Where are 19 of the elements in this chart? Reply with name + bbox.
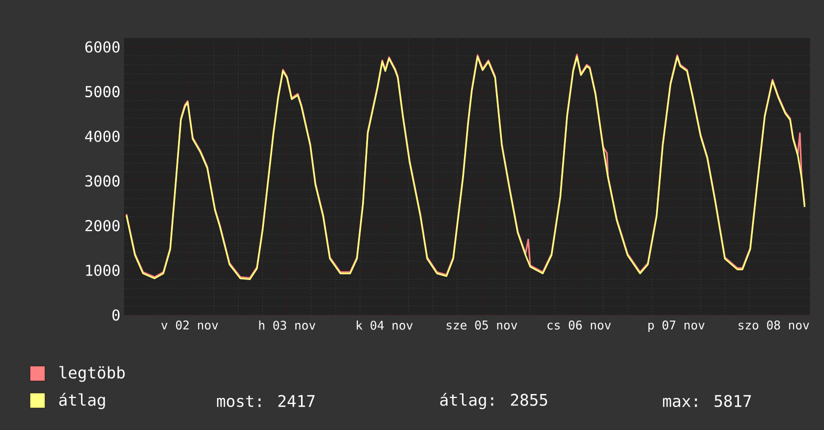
x-tick-label: sze 05 nov <box>446 320 518 330</box>
x-tick-label: cs 06 nov <box>548 320 611 330</box>
x-tick-label: k 04 nov <box>356 320 413 330</box>
y-tick-label: 5000 <box>85 86 120 98</box>
legend-label: átlag <box>59 392 105 410</box>
x-tick-label: v 02 nov <box>161 320 218 330</box>
y-tick-label: 6000 <box>85 41 120 53</box>
text: átlag: 2855 <box>440 392 548 410</box>
y-tick-label: 1000 <box>86 264 120 276</box>
legend-label: legtöbb <box>59 366 125 382</box>
x-tick-label: h 03 nov <box>259 320 316 330</box>
x-tick-label: p 07 nov <box>648 320 705 332</box>
text: most: 2417 <box>217 394 315 408</box>
text: max: 5817 <box>663 394 751 408</box>
y-tick-label: 3000 <box>85 175 120 187</box>
y-tick-label: 2000 <box>85 220 120 232</box>
x-tick-label: szo 08 nov <box>738 320 810 330</box>
y-tick-label: 4000 <box>85 130 120 142</box>
y-tick-label: 0 <box>112 309 120 321</box>
